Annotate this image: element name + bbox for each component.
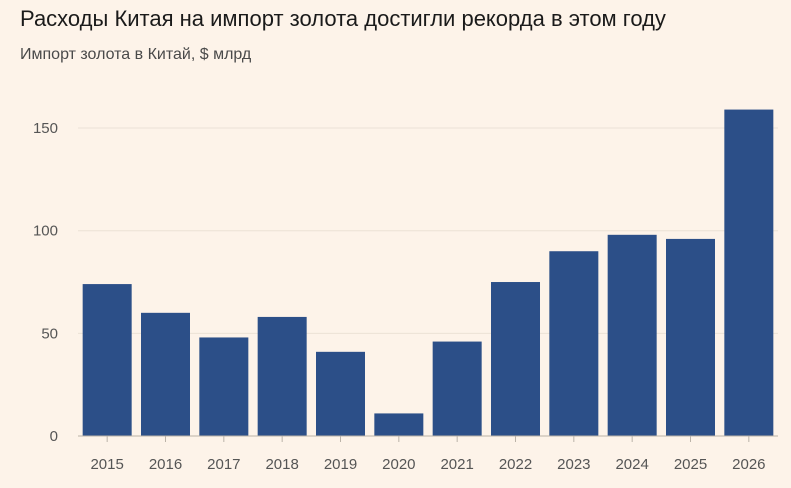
bar-2026 [724,109,774,436]
x-tick-label: 2021 [440,456,473,473]
bar-2022 [491,282,540,436]
chart-subtitle: Импорт золота в Китай, $ млрд [20,46,252,63]
x-tick-label: 2025 [674,456,707,473]
y-tick-label: 150 [33,120,58,137]
x-tick-label: 2016 [149,456,182,473]
x-tick-label: 2018 [265,456,298,473]
y-tick-label: 0 [50,428,58,445]
x-tick-label: 2020 [382,456,415,473]
x-tick-label: 2019 [324,456,357,473]
bars [82,109,774,436]
bar-2015 [82,284,132,436]
x-tick-label: 2023 [557,456,590,473]
chart-title: Расходы Китая на импорт золота достигли … [20,6,666,31]
bar-2020 [374,413,424,436]
bar-2024 [607,234,657,436]
bar-2021 [432,341,482,436]
x-tick-label: 2015 [90,456,123,473]
bar-2019 [316,351,365,436]
x-axis: 2015 2016 2017 2018 2019 2020 2021 2022 2023 2024… [78,435,778,473]
x-tick-label: 2022 [499,456,532,473]
x-tick-label: 2026 [732,456,765,473]
bar-2023 [549,251,599,436]
bar-2018 [257,316,307,436]
bar-2016 [141,312,190,436]
y-tick-label: 50 [41,325,58,342]
y-axis: 0 50 100 150 [33,120,58,445]
y-tick-label: 100 [33,223,58,240]
x-tick-label: 2017 [207,456,240,473]
bar-2017 [199,337,249,436]
bar-2025 [666,238,715,436]
x-tick-label: 2024 [615,456,648,473]
gridlines [78,127,778,334]
